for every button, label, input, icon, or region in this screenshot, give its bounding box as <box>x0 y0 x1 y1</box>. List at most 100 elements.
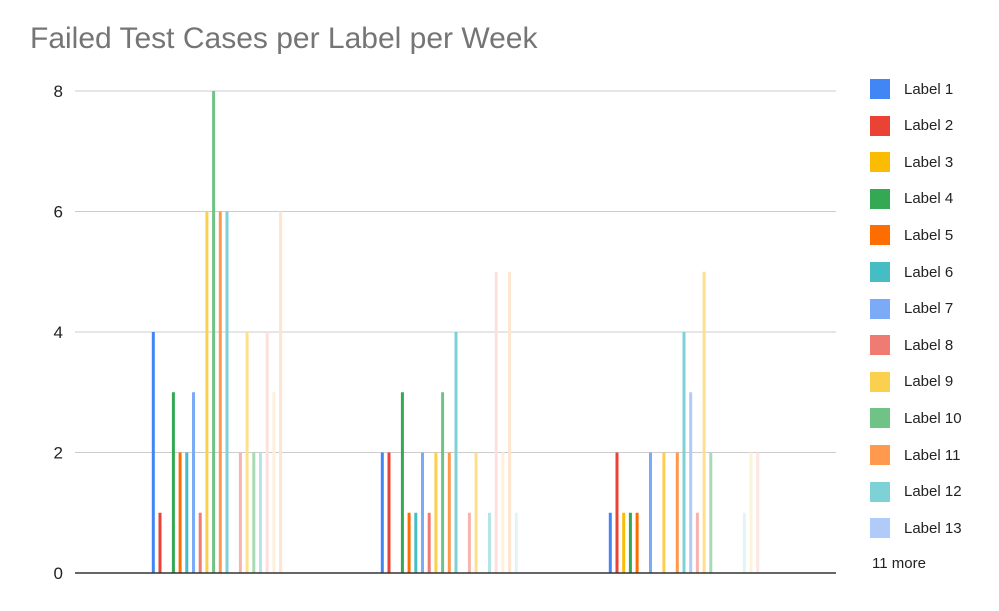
bar <box>252 452 256 573</box>
bar <box>407 512 411 573</box>
legend-label: Label 10 <box>904 409 962 427</box>
legend-swatch <box>870 371 890 392</box>
legend-swatch <box>870 188 890 209</box>
bar <box>434 452 438 573</box>
bar <box>178 452 182 573</box>
legend-item[interactable]: Label 8 <box>870 334 953 356</box>
legend-swatch <box>870 262 890 282</box>
bar <box>185 452 189 573</box>
y-tick-label: 8 <box>54 82 63 101</box>
legend-swatch <box>870 152 890 173</box>
legend-label: Label 11 <box>904 446 961 464</box>
bar <box>421 452 424 573</box>
legend-label: Label 13 <box>904 519 962 537</box>
bar <box>628 512 632 573</box>
legend-label: Label 2 <box>904 117 954 135</box>
bar <box>467 512 471 573</box>
bar <box>742 512 746 573</box>
bar <box>514 512 518 573</box>
legend-item[interactable]: Label 13 <box>870 517 962 539</box>
bar <box>709 452 713 573</box>
legend-label: Label 8 <box>904 336 954 354</box>
legend-label: Label 12 <box>904 483 962 501</box>
bar <box>622 512 626 573</box>
legend-swatch <box>870 335 890 356</box>
bar <box>474 452 478 573</box>
bar <box>259 452 262 573</box>
bar <box>695 512 699 573</box>
bar <box>205 211 209 573</box>
legend-item[interactable]: Label 3 <box>870 151 953 173</box>
legend-label: Label 1 <box>904 80 954 98</box>
y-tick-label: 0 <box>54 564 63 583</box>
bar <box>689 392 693 573</box>
legend-swatch <box>870 445 890 465</box>
bar <box>682 332 686 573</box>
legend-item[interactable]: Label 5 <box>870 224 953 246</box>
legend-label: Label 5 <box>904 226 954 244</box>
legend-label: Label 4 <box>904 190 954 208</box>
bar <box>508 271 512 573</box>
y-tick-label: 4 <box>54 323 63 342</box>
legend-swatch <box>870 225 890 246</box>
bar <box>447 452 451 573</box>
legend-item[interactable]: Label 9 <box>870 371 953 393</box>
bar <box>225 211 229 573</box>
legend-swatch <box>870 79 890 99</box>
legend-item[interactable]: Label 2 <box>870 115 953 137</box>
bar <box>494 271 498 573</box>
legend-label: Label 3 <box>904 153 954 171</box>
legend-label: Label 6 <box>904 263 954 281</box>
bar <box>151 332 155 573</box>
bar <box>158 512 162 573</box>
legend-item[interactable]: Label 7 <box>870 298 953 320</box>
legend-item[interactable]: Label 1 <box>870 78 953 100</box>
bar <box>198 512 202 573</box>
bar <box>615 452 619 573</box>
bar <box>380 452 384 573</box>
bar <box>238 452 242 573</box>
bar <box>192 392 195 573</box>
bar <box>400 392 404 573</box>
chart-title: Failed Test Cases per Label per Week <box>30 22 538 55</box>
legend-item[interactable]: Label 6 <box>870 261 953 283</box>
legend-item[interactable]: Label 10 <box>870 407 962 429</box>
bar <box>245 332 249 573</box>
bar <box>649 452 652 573</box>
bar <box>501 452 505 573</box>
bar <box>272 392 276 573</box>
bar <box>702 271 706 573</box>
bar <box>265 332 269 573</box>
bar <box>749 452 753 573</box>
bar <box>441 392 445 573</box>
bar <box>279 211 283 573</box>
legend-label: Label 9 <box>904 373 954 391</box>
bar <box>756 452 760 573</box>
legend-item[interactable]: Label 12 <box>870 481 962 503</box>
bar <box>414 512 418 573</box>
bar <box>171 392 175 573</box>
y-tick-label: 6 <box>54 203 63 222</box>
legend-item[interactable]: Label 11 <box>870 444 960 466</box>
bar <box>212 91 216 573</box>
legend-swatch <box>870 518 890 539</box>
bar <box>218 211 222 573</box>
bar <box>387 452 391 573</box>
legend-item[interactable]: Label 4 <box>870 188 953 210</box>
bar <box>675 452 679 573</box>
y-tick-label: 2 <box>54 444 63 463</box>
legend-swatch <box>870 298 890 319</box>
bar <box>608 512 612 573</box>
legend-swatch <box>870 115 890 136</box>
legend-swatch <box>870 481 890 502</box>
legend-swatch <box>870 408 890 429</box>
bar <box>488 512 491 573</box>
legend-label: Label 7 <box>904 300 954 318</box>
bar <box>662 452 666 573</box>
bar <box>454 332 458 573</box>
bar <box>635 512 639 573</box>
legend-more-link[interactable]: 11 more <box>872 554 926 572</box>
bar <box>427 512 431 573</box>
